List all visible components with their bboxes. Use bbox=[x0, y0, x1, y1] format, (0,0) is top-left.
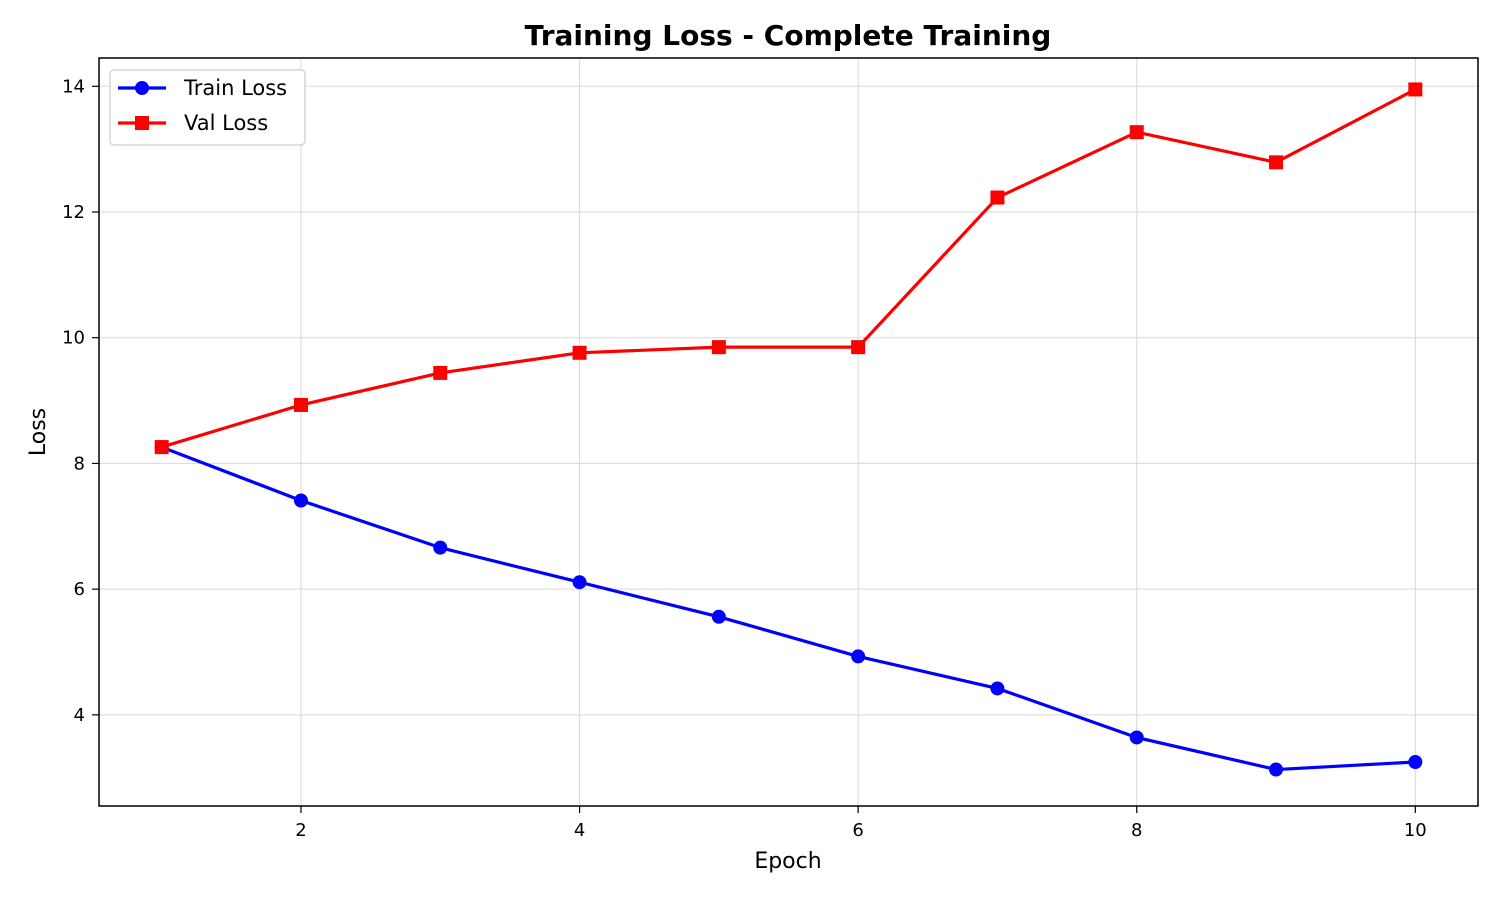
val-loss-legend-label: Val Loss bbox=[184, 111, 268, 135]
val-loss-point-10 bbox=[1408, 82, 1423, 97]
x-tick-label: 4 bbox=[574, 820, 585, 841]
val-loss-point-8 bbox=[1129, 125, 1144, 140]
val-loss-point-7 bbox=[990, 190, 1005, 205]
train-loss-point-4 bbox=[572, 575, 587, 590]
x-tick-label: 8 bbox=[1131, 820, 1142, 841]
x-axis-label: Epoch bbox=[754, 849, 821, 874]
train-loss-point-10 bbox=[1408, 755, 1423, 769]
val-loss-legend-marker bbox=[135, 116, 149, 130]
val-loss-point-5 bbox=[711, 340, 726, 355]
val-loss-point-4 bbox=[572, 345, 587, 360]
y-tick-label: 12 bbox=[62, 202, 85, 223]
series-layer bbox=[154, 82, 1423, 777]
chart-title: Training Loss - Complete Training bbox=[525, 19, 1052, 52]
y-tick-label: 10 bbox=[62, 328, 85, 349]
train-loss-line bbox=[160, 445, 1417, 772]
val-loss-point-3 bbox=[433, 365, 448, 380]
train-loss-point-7 bbox=[990, 681, 1005, 696]
axes-layer: 2 4 6 8 10 4 6 8 10 12 14 bbox=[62, 57, 1479, 841]
y-tick-label: 4 bbox=[74, 705, 85, 726]
x-tick-label: 10 bbox=[1404, 820, 1427, 841]
grid-layer bbox=[99, 58, 1478, 806]
x-tick-label: 6 bbox=[852, 820, 863, 841]
y-axis-label: Loss bbox=[26, 408, 51, 456]
val-loss-point-9 bbox=[1269, 155, 1284, 170]
val-loss-point-2 bbox=[293, 397, 308, 412]
train-loss-legend-marker bbox=[135, 81, 149, 95]
y-tick-label: 8 bbox=[74, 453, 85, 474]
plot-frame bbox=[98, 57, 1479, 807]
y-tick-label: 14 bbox=[62, 76, 85, 97]
train-loss-point-9 bbox=[1269, 762, 1284, 777]
legend: Train Loss Val Loss bbox=[109, 69, 306, 146]
train-loss-point-5 bbox=[711, 609, 726, 624]
val-loss-line bbox=[160, 87, 1417, 449]
train-loss-legend-label: Train Loss bbox=[183, 76, 287, 100]
train-loss-point-8 bbox=[1129, 730, 1144, 745]
val-loss-point-1 bbox=[154, 440, 169, 455]
train-loss-point-3 bbox=[433, 540, 448, 555]
val-loss-point-6 bbox=[851, 340, 866, 355]
train-loss-point-6 bbox=[851, 649, 866, 664]
y-tick-label: 6 bbox=[74, 579, 85, 600]
train-loss-point-2 bbox=[293, 493, 308, 508]
x-tick-label: 2 bbox=[295, 820, 306, 841]
